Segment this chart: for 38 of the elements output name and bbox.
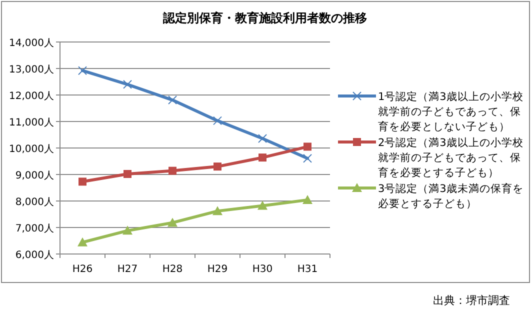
point	[258, 154, 266, 162]
point	[78, 178, 86, 186]
point	[168, 218, 178, 227]
y-tick-label: 10,000人	[9, 144, 54, 155]
point	[122, 226, 132, 235]
legend-label: 2号認定（満3歳以上の小学校就学前の子どもであって、保育を必要とする子ども）	[378, 136, 524, 179]
legend-label: 1号認定（満3歳以上の小学校就学前の子どもであって、保育を必要としない子ども）	[378, 90, 524, 133]
chart-title: 認定別保育・教育施設利用者数の推移	[162, 11, 367, 25]
point	[258, 134, 267, 143]
point	[302, 194, 312, 204]
point	[123, 80, 132, 89]
y-tick-label: 9,000人	[15, 170, 54, 182]
point	[213, 116, 222, 126]
x-tick-label: H31	[297, 264, 318, 275]
y-tick-label: 7,000人	[15, 224, 54, 234]
y-tick-label: 12,000人	[9, 91, 54, 102]
x-tick-label: H28	[162, 264, 183, 275]
point	[78, 237, 88, 246]
point	[78, 66, 87, 76]
point	[304, 142, 312, 151]
x-tick-label: H29	[207, 264, 228, 275]
y-tick-label: 8,000人	[15, 197, 54, 208]
point	[212, 206, 222, 216]
point	[168, 96, 177, 105]
point	[124, 170, 132, 178]
legend-label: 3号認定（満3歳未満の保育を必要とする子ども）	[378, 182, 524, 210]
y-tick-label: 14,000人	[9, 38, 54, 49]
y-tick-label: 6,000人	[15, 250, 54, 261]
point	[214, 162, 222, 171]
x-tick-label: H30	[252, 264, 273, 275]
point	[303, 154, 312, 163]
source-note: 出典：堺市調査	[433, 294, 510, 307]
x-tick-label: H27	[117, 264, 138, 275]
point	[168, 166, 176, 175]
y-tick-label: 13,000人	[9, 64, 54, 76]
x-tick-label: H26	[72, 264, 93, 275]
y-tick-label: 11,000人	[9, 118, 54, 128]
point	[258, 200, 268, 210]
